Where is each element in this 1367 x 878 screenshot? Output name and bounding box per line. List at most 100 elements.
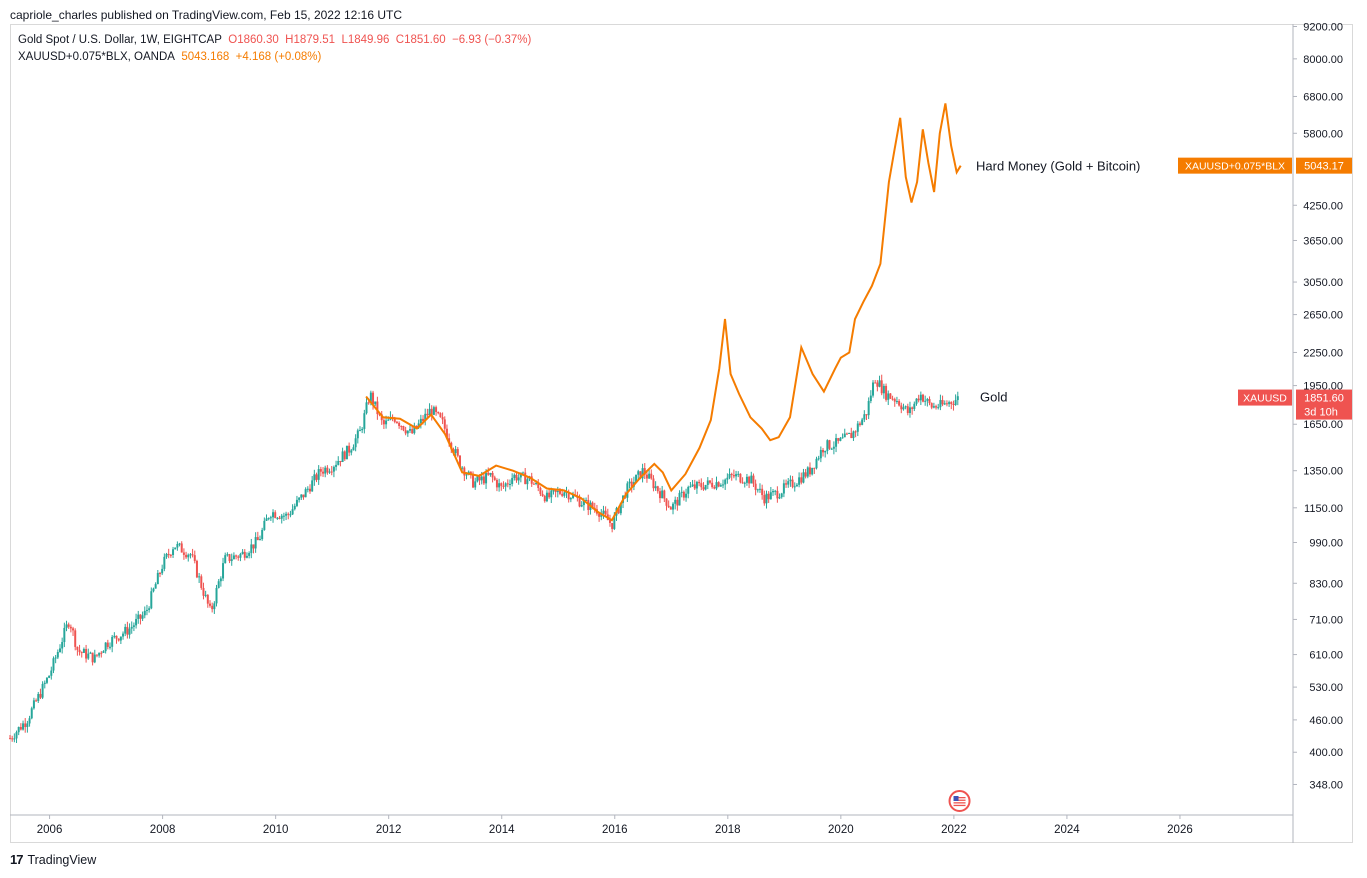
gold-candle-body	[189, 554, 192, 556]
gold-candle-body	[41, 683, 44, 698]
gold-candle-body	[152, 588, 155, 592]
gold-candle-body	[776, 490, 779, 499]
gold-candle-body	[850, 432, 853, 439]
gold-candle-body	[169, 554, 172, 556]
gold-candle-body	[641, 468, 644, 479]
gold-candle-body	[898, 401, 901, 406]
gold-candle-body	[91, 652, 94, 663]
gold-candle-body	[315, 474, 318, 480]
gold-candle-body	[222, 563, 225, 579]
gold-candle-body	[722, 484, 725, 486]
gold-candle-body	[785, 483, 788, 485]
gold-candle-body	[532, 483, 535, 485]
gold-candle-body	[680, 491, 683, 493]
footer-brand[interactable]: 17 TradingView	[10, 852, 96, 867]
gold-candle-body	[819, 449, 822, 459]
gold-candle-body	[324, 467, 327, 474]
gold-candle-body	[741, 482, 744, 484]
legend-gold-open: O1860.30	[228, 34, 279, 46]
legend-gold-low: L1849.96	[341, 34, 390, 46]
gold-candle-body	[411, 429, 414, 434]
gold-candle-body	[698, 481, 701, 484]
gold-candle-body	[506, 483, 509, 485]
gold-candle-body	[67, 624, 70, 627]
gold-candle-body	[154, 584, 157, 589]
gold-candle-body	[237, 556, 240, 558]
gold-candle-body	[261, 529, 264, 540]
gold-candle-body	[726, 477, 729, 480]
gold-candle-body	[650, 473, 653, 479]
gold-candle-body	[739, 473, 742, 483]
gold-candle-body	[826, 440, 829, 451]
gold-candle-body	[215, 587, 218, 604]
price-tick-label: 830.00	[1309, 578, 1343, 590]
gold-candle-body	[778, 497, 781, 499]
gold-candle-body	[902, 407, 905, 410]
gold-candle-body	[241, 551, 244, 555]
gold-candle-body	[128, 628, 131, 635]
gold-candle-body	[900, 405, 903, 410]
gold-candle-body	[287, 513, 290, 515]
gold-candle-body	[198, 576, 201, 578]
gold-candle-body	[400, 425, 403, 427]
gold-candle-body	[226, 554, 229, 556]
gold-candle-body	[917, 398, 920, 401]
gold-candle-body	[441, 417, 444, 420]
gold-candle-body	[228, 554, 231, 562]
gold-candle-body	[763, 495, 766, 504]
gold-candle-body	[822, 449, 825, 453]
gold-candle-body	[924, 400, 927, 402]
gold-candle-body	[769, 492, 772, 500]
gold-candle-body	[32, 700, 35, 709]
us-flag-economic-event-icon[interactable]	[948, 790, 971, 812]
time-tick-label: 2010	[263, 824, 289, 836]
gold-candle-body	[702, 487, 705, 490]
gold-candle-body	[943, 403, 946, 405]
gold-candle-body	[928, 399, 931, 404]
gold-candle-body	[811, 467, 814, 475]
gold-candle-body	[824, 450, 827, 453]
gold-candles	[9, 374, 959, 744]
gold-candle-body	[761, 488, 764, 496]
chart-frame[interactable]	[10, 24, 1353, 843]
gold-candle-body	[113, 635, 116, 637]
gold-candle-body	[285, 513, 288, 516]
gold-candle-body	[458, 455, 461, 468]
gold-candle-body	[65, 624, 68, 628]
gold-candle-body	[185, 554, 188, 558]
gold-candle-body	[402, 426, 405, 431]
gold-candle-body	[613, 515, 616, 529]
gold-candle-body	[737, 473, 740, 475]
gold-candle-body	[543, 496, 546, 502]
gold-candle-body	[554, 490, 557, 493]
gold-candle-body	[26, 723, 29, 728]
gold-candle-body	[648, 473, 651, 479]
legend-hard-money-change: +4.168 (+0.08%)	[235, 51, 322, 63]
gold-candle-body	[780, 493, 783, 498]
gold-candle-body	[493, 477, 496, 480]
gold-candle-body	[182, 552, 185, 555]
gold-candle-body	[58, 648, 61, 652]
gold-candle-body	[682, 491, 685, 498]
gold-candle-body	[276, 517, 279, 519]
gold-candle-body	[119, 636, 122, 641]
gold-candle-body	[591, 502, 594, 508]
gold-candle-body	[252, 544, 255, 549]
gold-candle-body	[148, 608, 151, 610]
gold-candle-body	[213, 603, 216, 610]
gold-candle-body	[948, 402, 951, 405]
gold-candle-body	[556, 491, 559, 493]
gold-candle-body	[61, 642, 64, 649]
gold-candle-body	[652, 478, 655, 489]
gold-candle-body	[872, 382, 875, 396]
gold-candle-body	[837, 438, 840, 441]
gold-candle-body	[302, 494, 305, 498]
gold-candle-body	[428, 408, 431, 416]
gold-candle-body	[263, 520, 266, 530]
gold-candle-body	[719, 485, 722, 487]
gold-candle-body	[219, 578, 222, 582]
gold-candle-body	[513, 474, 516, 478]
gold-candle-body	[132, 625, 135, 627]
gold-candle-body	[358, 430, 361, 432]
